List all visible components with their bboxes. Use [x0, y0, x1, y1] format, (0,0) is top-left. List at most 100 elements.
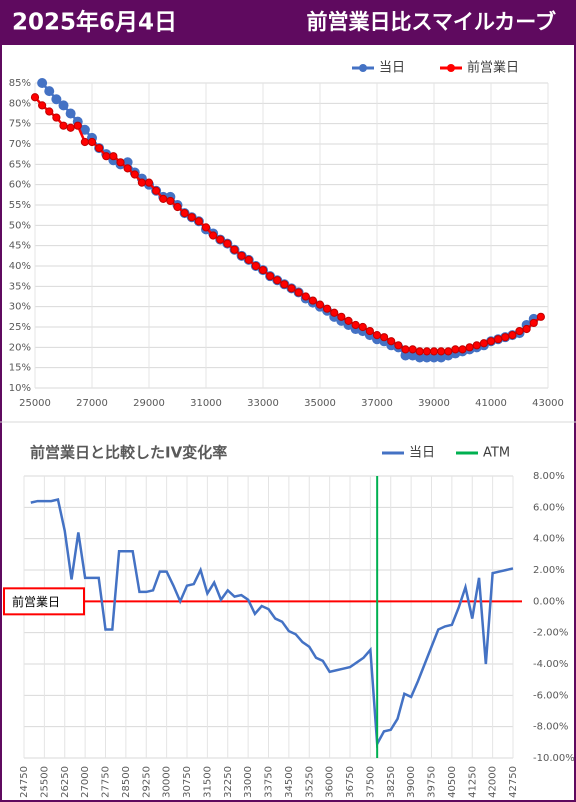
y-tick-label: 70% [9, 139, 31, 150]
legend-marker [447, 64, 455, 72]
marker [180, 209, 189, 218]
marker [44, 86, 55, 97]
x-tick-label: 38250 [386, 766, 397, 798]
x-tick-label: 24750 [19, 766, 30, 798]
marker [508, 331, 517, 340]
marker [244, 255, 253, 264]
marker [280, 280, 289, 289]
marker [194, 217, 203, 226]
x-tick-label: 39000 [406, 766, 417, 798]
y-tick-label: 60% [9, 180, 31, 191]
y-tick-label: 85% [9, 78, 31, 89]
chart-title: 前営業日と比較したIV変化率 [30, 444, 227, 462]
x-tick-label: 42000 [488, 766, 499, 798]
marker [494, 335, 503, 344]
marker [87, 137, 97, 147]
x-tick-label: 35250 [304, 766, 315, 798]
marker [95, 143, 104, 153]
x-tick-label: 41250 [467, 766, 478, 798]
y-tick-label: -8.00% [533, 722, 568, 733]
marker [266, 272, 275, 281]
x-tick-label: 29000 [133, 398, 165, 409]
y-tick-label: 6.00% [533, 502, 565, 513]
marker [51, 94, 62, 105]
marker [30, 93, 40, 102]
marker [38, 101, 47, 110]
marker [465, 343, 474, 352]
y-tick-label: 50% [9, 220, 31, 231]
marker [201, 223, 211, 232]
x-tick-label: 39000 [418, 398, 450, 409]
x-tick-label: 25000 [19, 398, 51, 409]
marker [415, 347, 424, 356]
x-tick-label: 30000 [162, 766, 173, 798]
marker [66, 123, 75, 132]
marker [159, 194, 168, 203]
marker [123, 164, 132, 173]
x-tick-label: 35000 [304, 398, 336, 409]
marker [209, 231, 218, 240]
marker [344, 316, 353, 325]
x-tick-label: 33000 [247, 398, 279, 409]
y-tick-label: 65% [9, 159, 31, 170]
marker [130, 170, 139, 179]
y-tick-label: 15% [9, 363, 31, 374]
x-tick-label: 26250 [60, 766, 71, 798]
y-tick-label: -10.00% [533, 753, 575, 764]
x-tick-label: 36750 [345, 766, 356, 798]
marker [308, 296, 317, 305]
marker [472, 341, 481, 350]
marker [58, 100, 69, 111]
marker [173, 202, 182, 212]
y-tick-label: 0.00% [533, 596, 565, 607]
marker [515, 326, 524, 336]
x-tick-label: 27000 [76, 398, 108, 409]
marker [80, 137, 89, 147]
x-tick-label: 33000 [243, 766, 254, 798]
x-tick-label: 42750 [508, 766, 519, 798]
marker [372, 331, 382, 340]
y-tick-label: -6.00% [533, 690, 568, 701]
marker [401, 345, 410, 354]
marker [223, 239, 232, 248]
marker [522, 324, 531, 334]
x-tick-label: 30750 [182, 766, 193, 798]
x-tick-label: 32250 [223, 766, 234, 798]
y-tick-label: 8.00% [533, 471, 565, 482]
x-tick-label: 37500 [365, 766, 376, 798]
x-tick-label: 40500 [447, 766, 458, 798]
y-tick-label: 40% [9, 261, 31, 272]
marker [536, 312, 545, 321]
marker [273, 276, 282, 285]
marker [45, 107, 54, 116]
y-tick-label: 75% [9, 119, 31, 130]
reference-label-box [3, 587, 85, 616]
marker [109, 152, 118, 161]
marker [301, 292, 310, 301]
y-tick-label: 35% [9, 281, 31, 292]
marker [351, 320, 360, 330]
marker [437, 347, 446, 356]
x-tick-label: 33750 [264, 766, 275, 798]
marker [422, 347, 431, 356]
marker [529, 318, 538, 328]
marker [408, 345, 417, 354]
y-tick-label: 25% [9, 322, 31, 333]
marker [59, 121, 68, 130]
y-tick-label: -4.00% [533, 659, 568, 670]
header-title: 前営業日比スマイルカーブ [307, 10, 556, 34]
x-tick-label: 34500 [284, 766, 295, 798]
marker [501, 333, 510, 342]
y-tick-label: 4.00% [533, 534, 565, 545]
y-tick-label: -2.00% [533, 628, 568, 639]
marker [251, 261, 260, 271]
legend-label: 当日 [409, 446, 435, 461]
marker [394, 341, 403, 350]
y-tick-label: 20% [9, 342, 31, 353]
marker [429, 347, 439, 356]
y-tick-label: 2.00% [533, 565, 565, 576]
marker [337, 312, 346, 321]
marker [37, 78, 48, 88]
y-tick-label: 80% [9, 98, 31, 109]
